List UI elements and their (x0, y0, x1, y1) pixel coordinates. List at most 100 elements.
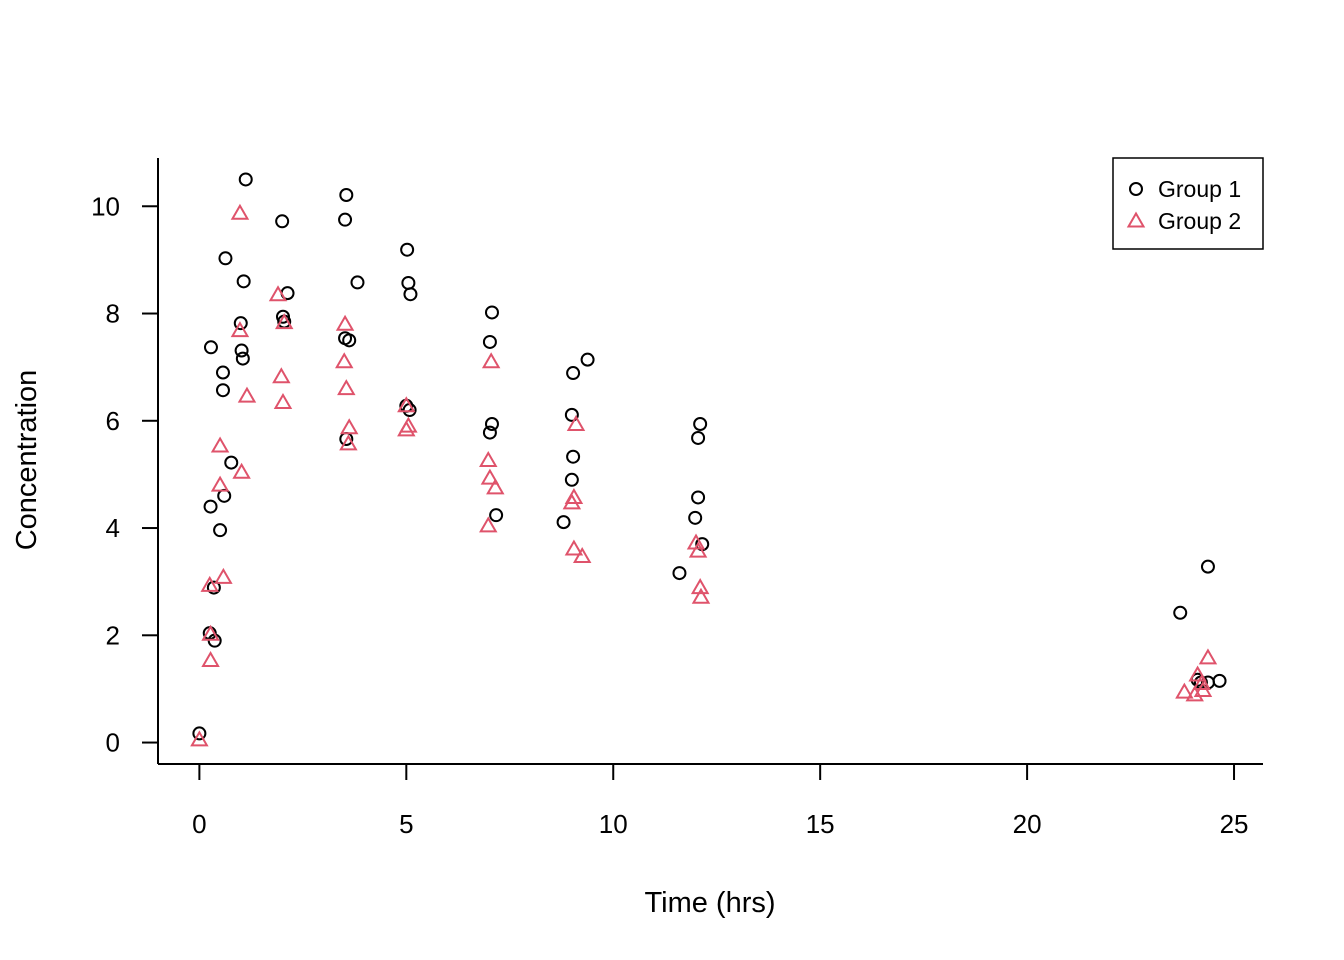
data-point-group-2 (479, 516, 498, 533)
x-axis-title: Time (hrs) (644, 887, 775, 919)
data-point-group-1 (672, 566, 687, 581)
data-point-group-2 (210, 436, 230, 453)
data-point-group-1 (1212, 673, 1227, 688)
legend: Group 1 Group 2 (1112, 157, 1264, 250)
data-point-group-1 (580, 352, 595, 367)
legend-label-group-2: Group 2 (1158, 208, 1241, 234)
data-point-group-1 (192, 726, 207, 741)
y-tick-label: 6 (106, 406, 120, 436)
y-tick-label: 10 (91, 191, 120, 221)
x-tick-label: 5 (399, 809, 413, 839)
y-tick-label: 4 (106, 513, 120, 543)
data-point-group-1 (339, 188, 354, 203)
data-point-group-2 (210, 475, 230, 492)
data-point-group-1 (338, 212, 353, 227)
legend-markers (1126, 182, 1146, 228)
data-point-group-2 (691, 587, 711, 604)
x-tick-label: 10 (599, 809, 628, 839)
data-point-group-2 (479, 450, 498, 467)
data-point-group-2 (480, 468, 500, 485)
data-point-group-2 (1185, 685, 1204, 702)
data-point-group-1 (233, 316, 248, 331)
data-point-group-2 (688, 541, 708, 558)
data-point-group-2 (230, 321, 250, 338)
axes: 0 5 10 15 20 25 0 2 4 6 8 10 (91, 158, 1263, 839)
data-point-group-1 (484, 305, 499, 320)
data-point-group-1 (1200, 559, 1215, 574)
data-point-group-1 (1173, 605, 1188, 620)
data-point-group-1 (350, 275, 365, 290)
data-point-group-2 (481, 352, 501, 369)
data-point-group-2 (1188, 665, 1207, 682)
data-point-group-2 (564, 539, 584, 556)
data-point-group-2 (1192, 674, 1211, 691)
legend-label-group-1: Group 1 (1158, 176, 1241, 202)
legend-marker-group-1 (1129, 182, 1143, 196)
data-point-group-1 (275, 214, 290, 229)
data-point-group-2 (335, 314, 355, 331)
data-point-group-2 (399, 416, 418, 433)
data-point-group-1 (693, 416, 708, 431)
data-point-group-1 (484, 416, 499, 431)
data-point-group-2 (190, 730, 209, 747)
data-point-group-1 (203, 499, 218, 514)
data-point-group-1 (224, 455, 239, 470)
data-point-group-1 (206, 580, 221, 595)
data-point-group-1 (213, 523, 228, 538)
data-point-group-2 (274, 313, 294, 330)
data-point-group-2 (572, 546, 592, 563)
data-point-group-2 (232, 462, 251, 479)
data-point-group-2 (1198, 648, 1218, 665)
x-tick-label: 15 (806, 809, 835, 839)
data-point-group-2 (272, 367, 291, 384)
data-point-group-1 (238, 172, 253, 187)
data-point-group-1 (215, 365, 230, 380)
x-tick-label: 25 (1220, 809, 1249, 839)
data-point-group-2 (397, 396, 416, 413)
data-point-group-1 (342, 333, 357, 348)
data-point-group-1 (234, 343, 249, 358)
data-point-group-1 (400, 242, 415, 257)
data-point-group-1 (566, 366, 581, 381)
data-point-group-2 (214, 567, 233, 584)
data-points (190, 172, 1227, 747)
data-point-group-1 (489, 508, 504, 523)
data-point-group-2 (230, 203, 250, 220)
y-axis-title: Concentration (11, 370, 43, 551)
data-point-group-1 (203, 340, 218, 355)
data-point-group-1 (564, 472, 579, 487)
data-point-group-2 (201, 624, 220, 641)
data-point-group-1 (236, 274, 251, 289)
data-point-group-2 (337, 379, 356, 396)
data-point-group-1 (218, 251, 233, 266)
x-tick-label: 20 (1013, 809, 1042, 839)
data-point-group-1 (482, 425, 497, 440)
data-point-group-2 (200, 575, 219, 592)
data-point-group-1 (566, 449, 581, 464)
data-point-group-1 (403, 287, 418, 302)
data-point-group-2 (562, 493, 582, 510)
y-tick-label: 8 (106, 299, 120, 329)
data-point-group-2 (268, 285, 288, 302)
data-point-group-1 (688, 510, 703, 525)
data-point-group-1 (235, 351, 250, 366)
y-tick-label: 2 (106, 620, 120, 650)
data-point-group-2 (237, 386, 257, 403)
x-tick-label: 0 (192, 809, 206, 839)
data-point-group-2 (339, 418, 359, 435)
data-point-group-2 (201, 650, 220, 667)
legend-marker-group-2 (1126, 211, 1146, 228)
legend-box (1112, 157, 1264, 250)
data-point-group-1 (691, 490, 706, 505)
data-point-group-1 (482, 334, 497, 349)
data-point-group-1 (691, 430, 706, 445)
data-point-group-1 (217, 488, 232, 503)
data-point-group-2 (339, 434, 358, 451)
data-point-group-2 (566, 415, 586, 432)
y-tick-label: 0 (106, 728, 120, 758)
data-point-group-1 (564, 407, 579, 422)
data-point-group-2 (335, 352, 354, 369)
data-point-group-2 (273, 393, 293, 410)
data-point-group-2 (1175, 682, 1194, 699)
